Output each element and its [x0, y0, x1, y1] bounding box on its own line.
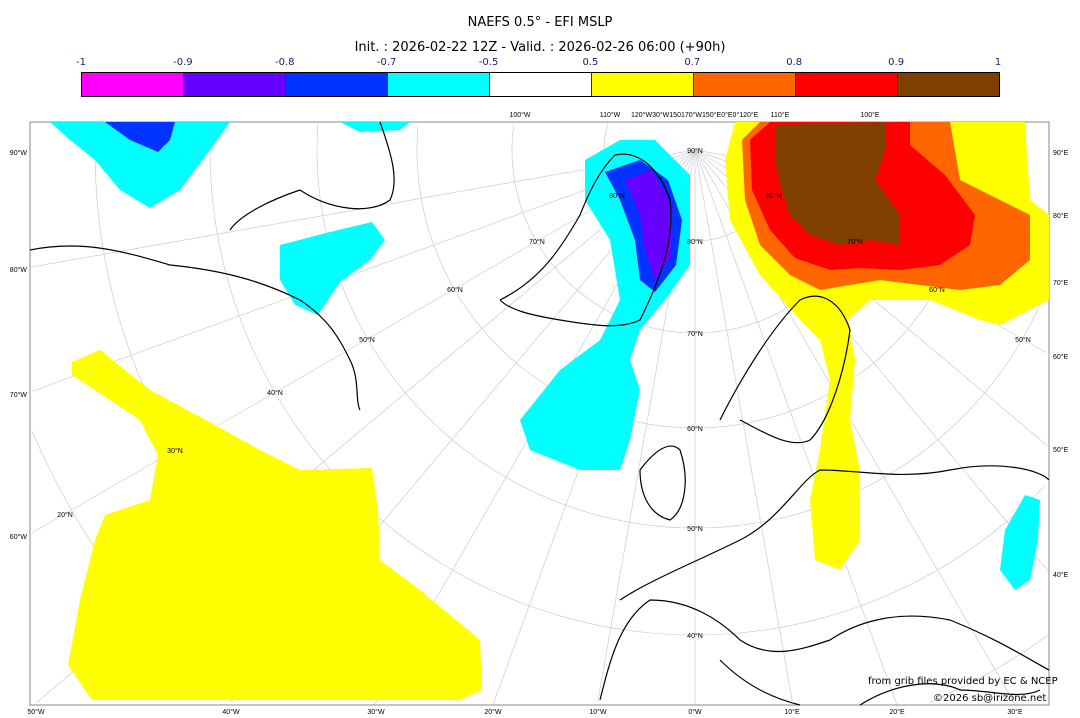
graticule-label: 70°E	[1053, 279, 1069, 287]
efi-regions	[50, 122, 1049, 700]
graticule-label: 50°N	[1015, 336, 1031, 344]
map-title: NAEFS 0.5° - EFI MSLP	[467, 15, 613, 30]
graticule-label: 80°N	[609, 192, 625, 200]
graticule-label: 40°E	[1053, 571, 1069, 579]
graticule-label: 80°N	[687, 238, 703, 246]
graticule-label: 60°N	[929, 286, 945, 294]
colorbar-bin-4	[490, 73, 592, 96]
graticule-label: 20°N	[57, 511, 73, 519]
graticule-label: 80°W	[10, 266, 28, 274]
colorbar	[81, 72, 1000, 97]
graticule-label: 20°W	[484, 708, 502, 716]
colorbar-tick: 0.5	[582, 57, 599, 68]
graticule-label: 50°N	[687, 525, 703, 533]
colorbar-tick: -1	[76, 57, 86, 68]
colorbar-tick: 0.9	[888, 57, 905, 68]
graticule-label: 10°W	[589, 708, 607, 716]
graticule-label: 10°E	[784, 708, 800, 716]
region-violet-greenland	[625, 170, 672, 280]
graticule-label: 70°W	[10, 391, 28, 399]
parallel	[316, 123, 1049, 529]
graticule-label: 0°W	[688, 708, 702, 716]
region-cyan-caspian	[1000, 495, 1040, 590]
parallel	[209, 124, 1045, 636]
coastlines	[29, 121, 1050, 706]
colorbar-bin-2	[286, 73, 388, 96]
colorbar-bin-0	[82, 73, 184, 96]
region-cyan-top	[340, 122, 410, 132]
graticule-label: 80°N	[766, 192, 782, 200]
graticule-label: 60°N	[687, 425, 703, 433]
graticule-label: 100°E	[860, 111, 879, 119]
graticule-label: 120°W30°W150170°W150°E0°E0°120°E	[631, 111, 759, 119]
colorbar-tick: 1	[994, 57, 1002, 68]
graticule-label: 70°N	[687, 330, 703, 338]
meridian	[32, 149, 696, 392]
colorbar-bin-1	[184, 73, 286, 96]
colorbar-bin-5	[592, 73, 694, 96]
graticule-labels: 90°W 80°W 70°W 60°W 90°E 80°E 70°E 60°E 50°E 40°E…	[10, 111, 1069, 716]
graticule-label: 60°E	[1053, 353, 1069, 361]
graticule-label: 110°W	[600, 111, 621, 119]
graticule-label: 110°E	[771, 111, 790, 119]
colorbar-bin-6	[694, 73, 796, 96]
region-yellow-atlantic	[68, 350, 482, 700]
source-credit: from grib files provided by EC & NCEP	[868, 676, 1058, 687]
parallel	[929, 635, 1048, 703]
region-cyan-canada	[280, 222, 385, 315]
graticule-label: 50°W	[27, 708, 45, 716]
colorbar-bin-7	[796, 73, 898, 96]
graticule-label: 30°E	[1007, 708, 1023, 716]
colorbar-tick: -0.8	[275, 57, 295, 68]
region-blue-northwest	[105, 122, 175, 152]
meridian	[32, 149, 696, 533]
colorbar-tick: 0.7	[684, 57, 701, 68]
graticule-label: 90°N	[687, 147, 703, 155]
graticule-label: 90°W	[10, 149, 28, 157]
graticule-label: 40°N	[687, 632, 703, 640]
region-cyan-northwest	[50, 122, 230, 208]
graticule-label: 60°N	[447, 286, 463, 294]
graticule-label: 20°E	[889, 708, 905, 716]
colorbar-bin-3	[388, 73, 490, 96]
colorbar-tick: -0.9	[173, 57, 193, 68]
map-subtitle: Init. : 2026-02-22 12Z - Valid. : 2026-0…	[354, 40, 726, 55]
graticule-label: 40°W	[222, 708, 240, 716]
graticule-label: 70°N	[847, 238, 863, 246]
graticule-label: 100°W	[509, 111, 530, 119]
graticule-label: 30°W	[367, 708, 385, 716]
colorbar-bin-8	[898, 73, 999, 96]
meridian	[694, 149, 793, 702]
graticule-label: 50°E	[1053, 446, 1069, 454]
graticule-label: 50°N	[359, 336, 375, 344]
graticule-label: 90°E	[1053, 149, 1069, 157]
graticule-label: 30°N	[167, 447, 183, 455]
graticule-label: 60°W	[10, 533, 28, 541]
meridian	[694, 149, 898, 705]
copyright: ©2026 sb@irizone.net	[933, 693, 1047, 704]
graticule-label: 70°N	[529, 238, 545, 246]
colorbar-tick: -0.5	[478, 57, 499, 68]
region-brown-east	[775, 122, 900, 245]
graticule-label: 80°E	[1053, 212, 1069, 220]
colorbar-tick: 0.8	[786, 57, 803, 68]
graticule-label: 40°N	[267, 389, 283, 397]
colorbar-tick: -0.7	[376, 57, 397, 68]
